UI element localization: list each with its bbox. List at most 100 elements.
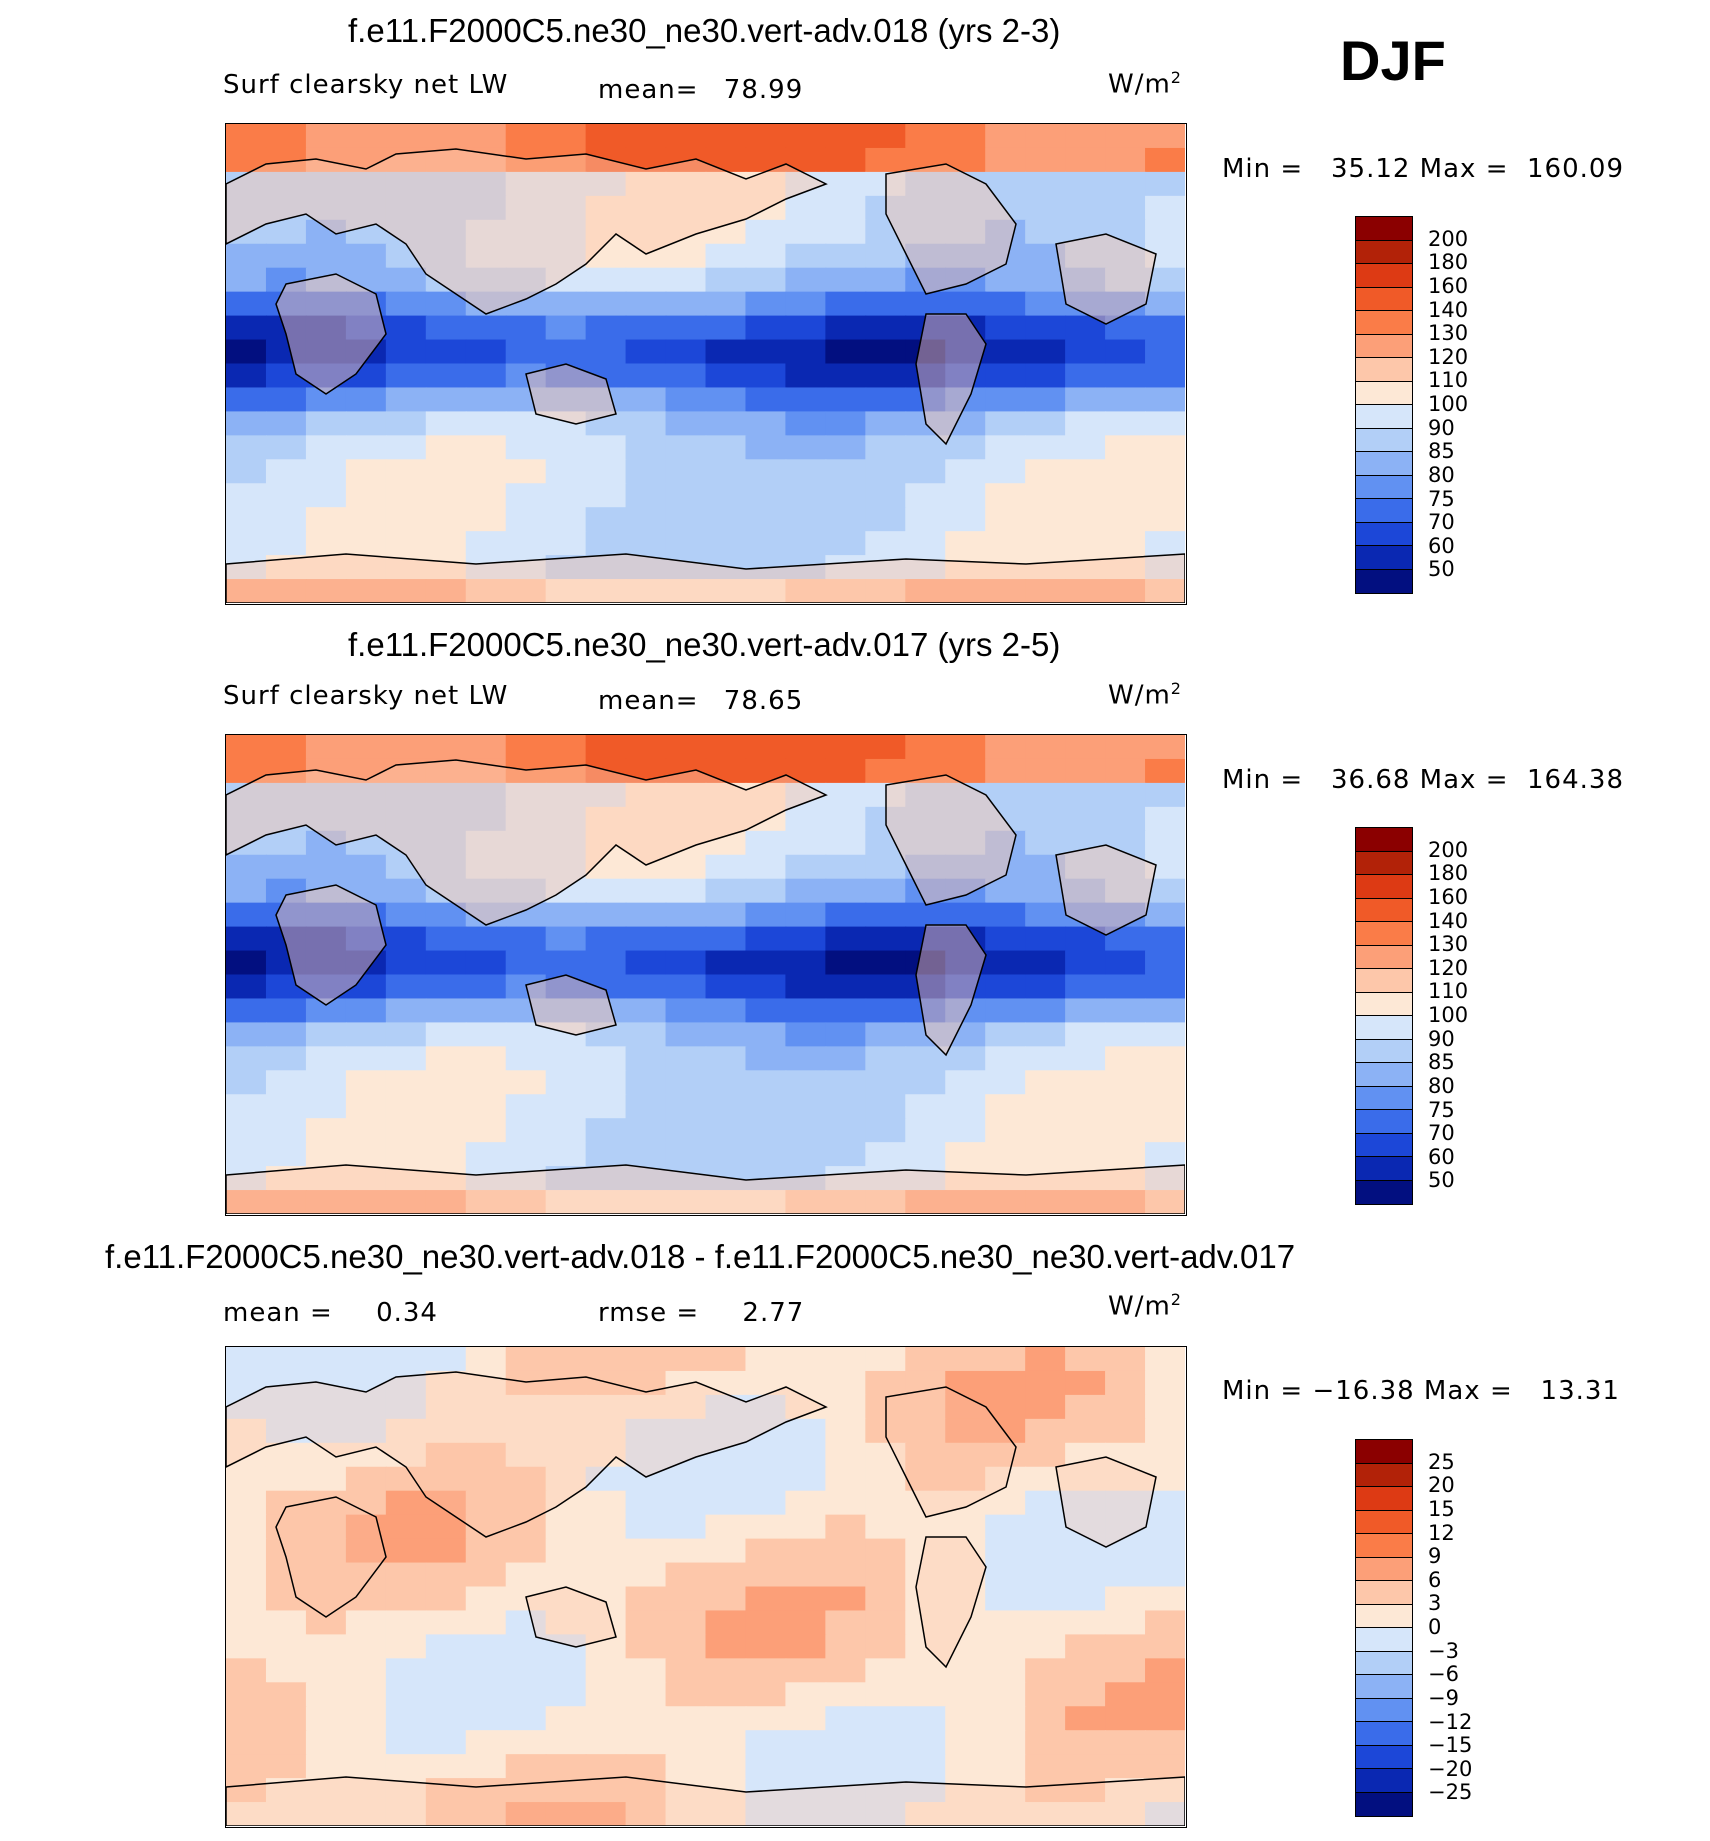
- field-cell: [465, 1778, 507, 1804]
- field-cell: [985, 1490, 1027, 1516]
- field-cell: [665, 459, 707, 485]
- field-cell: [985, 1610, 1027, 1636]
- field-cell: [1025, 926, 1067, 952]
- field-cell: [1065, 1094, 1107, 1120]
- field-cell: [705, 1610, 747, 1636]
- field-cell: [865, 243, 907, 269]
- field-cell: [865, 1118, 907, 1144]
- field-cell: [1105, 1802, 1147, 1826]
- field-cell: [465, 267, 507, 293]
- field-cell: [1025, 1347, 1067, 1372]
- field-cell: [545, 806, 587, 832]
- field-cell: [705, 1538, 747, 1564]
- field-cell: [305, 1190, 347, 1214]
- field-cell: [545, 483, 587, 509]
- field-cell: [345, 483, 387, 509]
- field-cell: [945, 1142, 987, 1168]
- field-cell: [1065, 195, 1107, 221]
- field-cell: [705, 1586, 747, 1612]
- field-cell: [1065, 1706, 1107, 1732]
- field-cell: [585, 1418, 627, 1444]
- field-cell: [1105, 267, 1147, 293]
- field-cell: [905, 435, 947, 461]
- field-cell: [945, 243, 987, 269]
- field-cell: [825, 1190, 867, 1214]
- field-cell: [1105, 1442, 1147, 1468]
- field-cell: [585, 1730, 627, 1756]
- field-cell: [1025, 1610, 1067, 1636]
- field-cell: [265, 1466, 307, 1492]
- colorbar-tick-label: 130: [1428, 932, 1469, 957]
- field-cell: [745, 902, 787, 928]
- coastline: [885, 163, 1017, 295]
- field-cell: [545, 1370, 587, 1396]
- field-cell: [345, 735, 387, 760]
- field-cell: [265, 1706, 307, 1732]
- field-cell: [985, 267, 1027, 293]
- field-cell: [1145, 830, 1185, 856]
- field-cell: [345, 555, 387, 581]
- field-cell: [985, 735, 1027, 760]
- field-cell: [1025, 267, 1067, 293]
- coastline: [525, 1586, 617, 1648]
- field-cell: [425, 1610, 467, 1636]
- colorbar-swatch: [1356, 1698, 1412, 1722]
- colorbar-swatch: [1356, 1769, 1412, 1793]
- field-cell: [585, 1190, 627, 1214]
- field-cell: [265, 435, 307, 461]
- field-cell: [305, 998, 347, 1024]
- field-cell: [465, 579, 507, 603]
- field-cell: [745, 1046, 787, 1072]
- field-cell: [305, 531, 347, 557]
- field-cell: [1025, 147, 1067, 173]
- field-cell: [665, 1418, 707, 1444]
- field-cell: [265, 411, 307, 437]
- field-cell: [305, 1490, 347, 1516]
- field-cell: [905, 1610, 947, 1636]
- field-cell: [265, 291, 307, 317]
- field-cell: [905, 1658, 947, 1684]
- field-cell: [1145, 1514, 1185, 1540]
- field-cell: [905, 315, 947, 341]
- field-cell: [585, 1022, 627, 1048]
- field-cell: [1105, 531, 1147, 557]
- field-cell: [985, 579, 1027, 603]
- field-cell: [785, 1118, 827, 1144]
- field-cell: [265, 1094, 307, 1120]
- colorbar-swatch: [1356, 381, 1412, 405]
- field-cell: [825, 1490, 867, 1516]
- field-cell: [865, 483, 907, 509]
- field-cell: [825, 1118, 867, 1144]
- field-cell: [345, 531, 387, 557]
- field-cell: [465, 363, 507, 389]
- field-cell: [305, 483, 347, 509]
- field-cell: [1025, 219, 1067, 245]
- field-cell: [985, 1706, 1027, 1732]
- field-cell: [985, 806, 1027, 832]
- field-cell: [425, 483, 467, 509]
- field-cell: [585, 878, 627, 904]
- field-cell: [785, 998, 827, 1024]
- field-cell: [505, 507, 547, 533]
- colorbar-swatch: [1356, 1110, 1412, 1134]
- field-cell: [865, 579, 907, 603]
- field-cell: [665, 1586, 707, 1612]
- field-cell: [265, 878, 307, 904]
- field-cell: [1105, 758, 1147, 784]
- field-cell: [465, 1418, 507, 1444]
- field-cell: [785, 1166, 827, 1192]
- field-cell: [625, 1070, 667, 1096]
- field-cell: [625, 1706, 667, 1732]
- field-cell: [825, 735, 867, 760]
- field-cell: [1145, 315, 1185, 341]
- field-cell: [985, 435, 1027, 461]
- field-cell: [505, 171, 547, 197]
- field-cell: [585, 1706, 627, 1732]
- panel-1-colorbar: [1355, 216, 1413, 594]
- field-cell: [865, 974, 907, 1000]
- field-cell: [665, 1514, 707, 1540]
- field-cell: [665, 531, 707, 557]
- field-cell: [1025, 555, 1067, 581]
- field-cell: [1065, 974, 1107, 1000]
- field-cell: [1145, 291, 1185, 317]
